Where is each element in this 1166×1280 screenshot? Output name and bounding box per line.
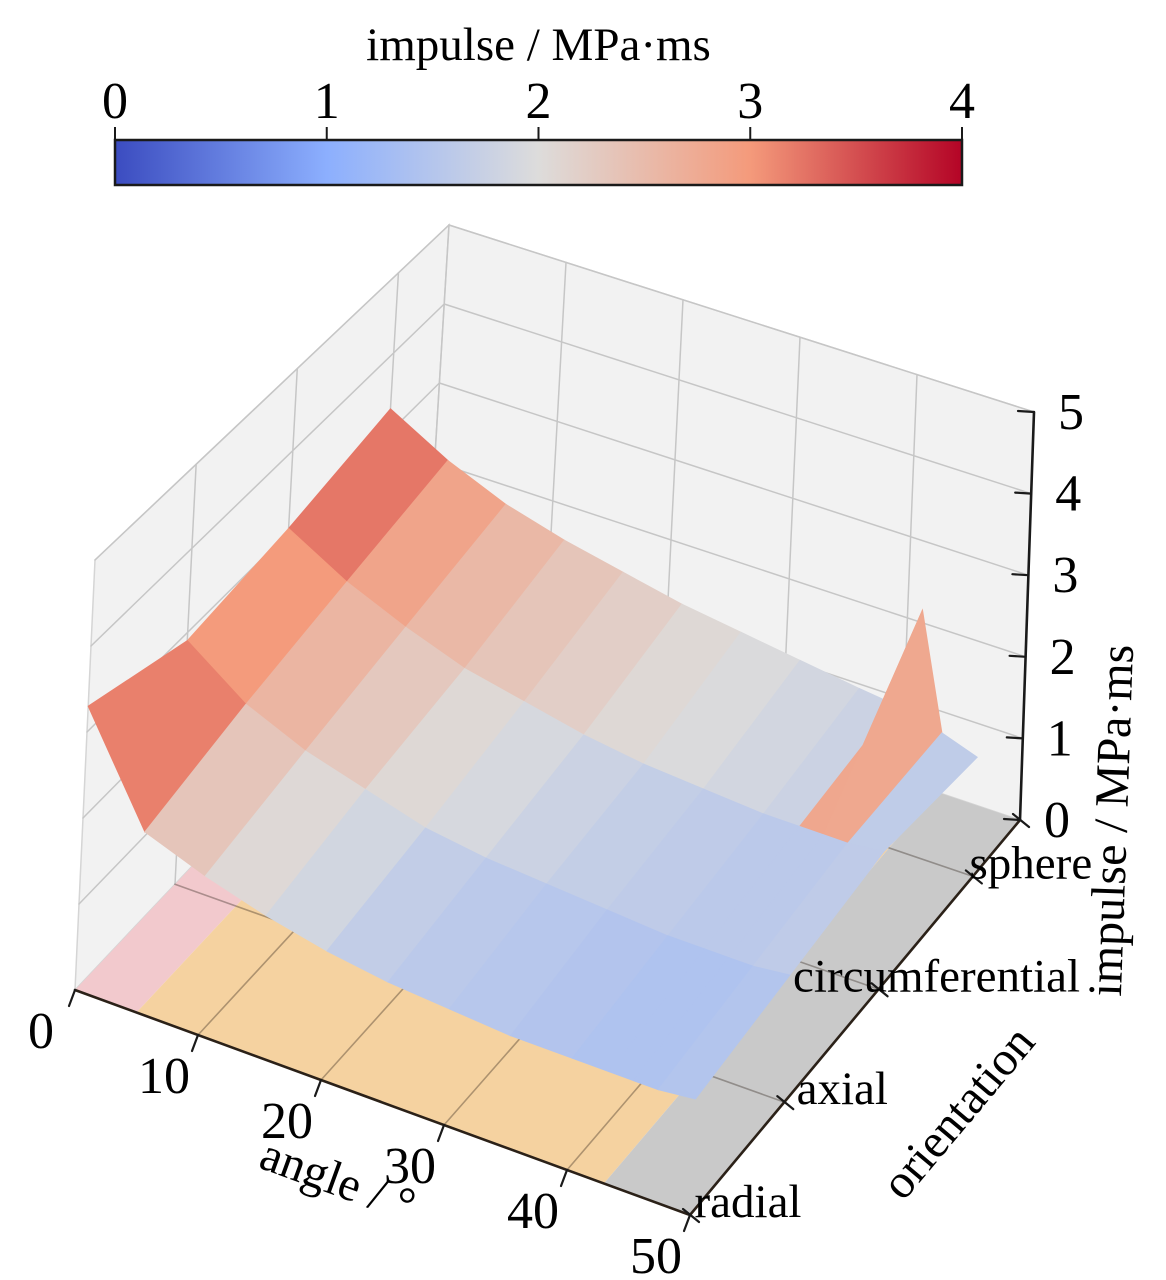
colorbar-title: impulse / MPa·ms [366,19,711,71]
z-tick-label: 1 [1047,710,1073,767]
y-tick [870,982,889,998]
z-tick [1011,573,1030,577]
z-axis-line [1018,410,1036,822]
colorbar-tick-label: 2 [526,73,552,130]
z-tick-label: 2 [1050,629,1076,686]
y-tick [776,1095,795,1111]
x-tick-label: 40 [507,1183,559,1240]
z-tick [1002,817,1022,822]
y-tick-label: circumferential [793,950,1080,1002]
y-tick [681,1207,701,1224]
x-tick-label: 30 [384,1138,436,1195]
floor-region [603,792,1020,1215]
z-tick-label: 4 [1055,466,1081,523]
z-tick [1008,654,1027,658]
x-tick-label: 20 [261,1093,313,1150]
colorbar-tick-label: 1 [314,73,340,130]
pane-grid-line [433,461,1027,658]
x-tick [682,1213,692,1233]
pane-grid-line [94,224,450,561]
x-tick [436,1123,446,1143]
x-tick-label: 0 [28,1003,54,1060]
z-tick [1016,409,1036,414]
pane-grid-line [438,382,1030,576]
x-tick [559,1168,569,1188]
x-tick-label: 50 [630,1228,682,1280]
surface-facet [657,965,791,1100]
z-tick [1014,491,1033,495]
x-tick [313,1078,323,1098]
pane-grid-line [90,303,445,647]
y-axis-line [688,818,1022,1217]
colorbar-tick-label: 0 [102,73,128,130]
pane-grid-line [448,224,1035,413]
pane-grid-line [443,303,1032,495]
x-tick-label: 10 [138,1048,190,1105]
y-tick-label: sphere [970,837,1093,889]
z-tick-label: 5 [1058,384,1084,441]
x-axis-line [73,988,692,1217]
x-tick [190,1033,200,1053]
colorbar-tick-label: 3 [737,73,763,130]
z-tick-label: 3 [1052,547,1078,604]
z-tick [1005,736,1024,740]
colorbar-tick-label: 4 [949,73,975,130]
y-tick [964,869,983,885]
z-tick-label: 0 [1044,792,1070,849]
y-tick [1011,812,1031,829]
y-tick-label: radial [695,1176,802,1228]
z-axis-label: impulse / MPa·ms [1079,644,1144,998]
y-tick-label: axial [797,1063,888,1115]
y-axis-label: orientation [871,1016,1045,1209]
colorbar-gradient [113,138,964,187]
x-tick [67,988,77,1008]
